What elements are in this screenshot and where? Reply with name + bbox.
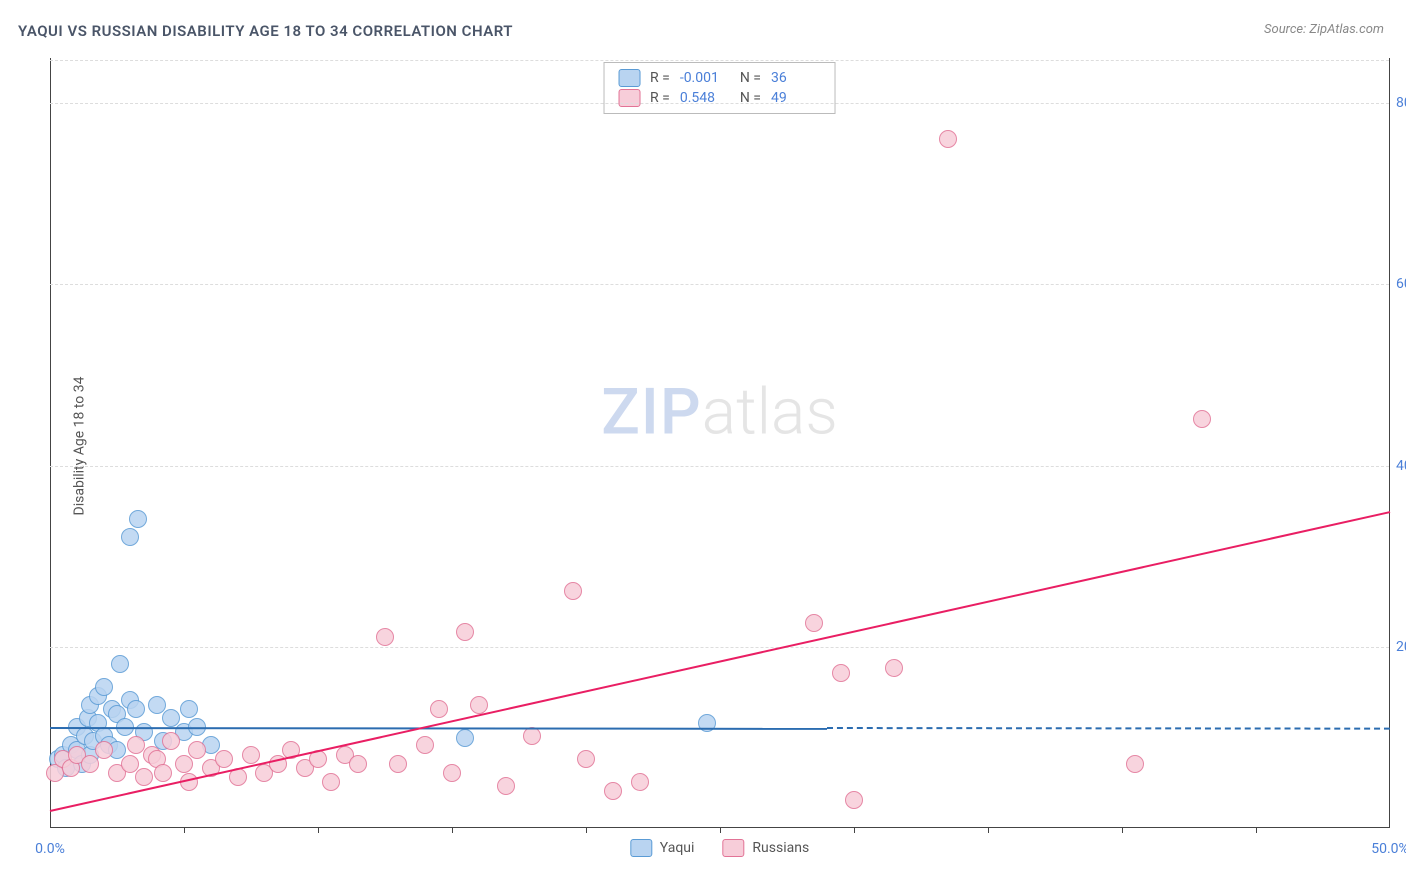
legend-label: Russians	[752, 840, 809, 856]
legend-swatch	[722, 839, 744, 857]
x-tick	[586, 827, 587, 833]
data-point	[416, 736, 434, 754]
data-point	[121, 528, 139, 546]
legend-swatch	[618, 69, 640, 87]
data-point	[1126, 755, 1144, 773]
chart-title: YAQUI VS RUSSIAN DISABILITY AGE 18 TO 34…	[18, 22, 513, 40]
data-point	[805, 614, 823, 632]
data-point	[443, 764, 461, 782]
x-tick	[452, 827, 453, 833]
data-point	[111, 655, 129, 673]
legend-r-label: R =	[650, 70, 670, 86]
legend-correlation: R = -0.001 N = 36 R =0.548N =49	[603, 62, 836, 114]
data-point	[885, 659, 903, 677]
data-point	[129, 510, 147, 528]
data-point	[832, 664, 850, 682]
data-point	[135, 768, 153, 786]
legend-r-value: -0.001	[680, 70, 730, 86]
legend-item: Yaqui	[630, 839, 695, 857]
y-tick-label: 80.0%	[1396, 95, 1406, 111]
data-point	[162, 732, 180, 750]
data-point	[497, 777, 515, 795]
legend-swatch	[630, 839, 652, 857]
x-tick	[988, 827, 989, 833]
data-point	[215, 750, 233, 768]
grid-line	[50, 284, 1389, 285]
y-tick-label: 40.0%	[1396, 458, 1406, 474]
source-attribution: Source: ZipAtlas.com	[1264, 22, 1384, 37]
data-point	[939, 130, 957, 148]
data-point	[81, 755, 99, 773]
data-point	[154, 764, 172, 782]
y-tick-label: 60.0%	[1396, 276, 1406, 292]
data-point	[188, 741, 206, 759]
trend-line	[50, 727, 827, 730]
watermark-atlas: atlas	[702, 374, 838, 449]
watermark: ZIPatlas	[601, 374, 838, 449]
y-tick-label: 20.0%	[1396, 639, 1406, 655]
data-point	[1193, 410, 1211, 428]
legend-row: R =0.548N =49	[618, 89, 821, 107]
x-tick	[318, 827, 319, 833]
data-point	[845, 791, 863, 809]
data-point	[430, 700, 448, 718]
grid-line	[50, 103, 1389, 104]
grid-line	[50, 466, 1389, 467]
data-point	[322, 773, 340, 791]
y-axis-line	[50, 58, 51, 827]
data-point	[180, 700, 198, 718]
data-point	[242, 746, 260, 764]
grid-line	[50, 60, 1389, 61]
data-point	[127, 700, 145, 718]
grid-line	[50, 647, 1389, 648]
legend-label: Yaqui	[660, 840, 695, 856]
data-point	[456, 729, 474, 747]
data-point	[564, 582, 582, 600]
trend-line	[50, 511, 1390, 812]
legend-item: Russians	[722, 839, 809, 857]
x-tick-label: 0.0%	[35, 841, 65, 857]
data-point	[175, 755, 193, 773]
data-point	[95, 741, 113, 759]
trend-line-extrapolated	[827, 727, 1390, 730]
data-point	[604, 782, 622, 800]
x-tick	[184, 827, 185, 833]
x-tick	[854, 827, 855, 833]
data-point	[349, 755, 367, 773]
data-point	[376, 628, 394, 646]
legend-row: R = -0.001 N = 36	[618, 69, 821, 87]
legend-series: Yaqui Russians	[630, 839, 809, 857]
data-point	[389, 755, 407, 773]
data-point	[470, 696, 488, 714]
data-point	[523, 727, 541, 745]
x-tick	[720, 827, 721, 833]
watermark-zip: ZIP	[601, 374, 702, 449]
legend-swatch	[618, 89, 640, 107]
legend-n-label: N =	[740, 70, 761, 86]
legend-n-value: 36	[771, 70, 821, 86]
x-tick	[1256, 827, 1257, 833]
data-point	[456, 623, 474, 641]
x-tick-label: 50.0%	[1371, 841, 1406, 857]
data-point	[577, 750, 595, 768]
plot-area: ZIPatlas R =-0.001N =36R =0.548N =49 Yaq…	[50, 58, 1390, 828]
data-point	[631, 773, 649, 791]
data-point	[95, 678, 113, 696]
x-tick	[1122, 827, 1123, 833]
